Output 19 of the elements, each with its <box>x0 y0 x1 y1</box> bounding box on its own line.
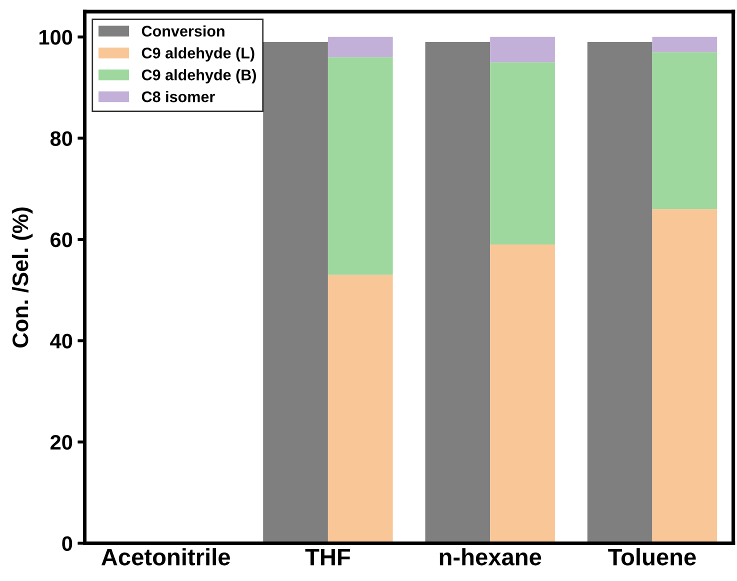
x-tick-label: Acetonitrile <box>101 548 230 566</box>
legend-label: C8 isomer <box>142 91 215 102</box>
x-tick-label: n-hexane <box>440 548 542 566</box>
bar <box>328 36 393 58</box>
x-tick-label: THF <box>305 548 350 566</box>
legend-label: C9 aldehyde (B) <box>142 69 256 84</box>
y-tick-label: 60 <box>50 232 72 248</box>
y-tick-label: 0 <box>62 536 72 551</box>
y-axis-title: Con. /Sel. (%) <box>12 208 33 348</box>
y-tick-label: 40 <box>50 334 72 348</box>
x-tick-label: Toluene <box>608 548 696 566</box>
legend-label: Conversion <box>142 25 224 37</box>
y-tick-label: 20 <box>50 434 72 450</box>
legend-label: C9 aldehyde (L) <box>142 47 254 62</box>
y-tick-label: 100 <box>40 30 72 45</box>
bar <box>652 52 718 210</box>
bar <box>652 36 718 52</box>
bar <box>490 36 555 62</box>
y-tick-label: 80 <box>50 131 72 146</box>
